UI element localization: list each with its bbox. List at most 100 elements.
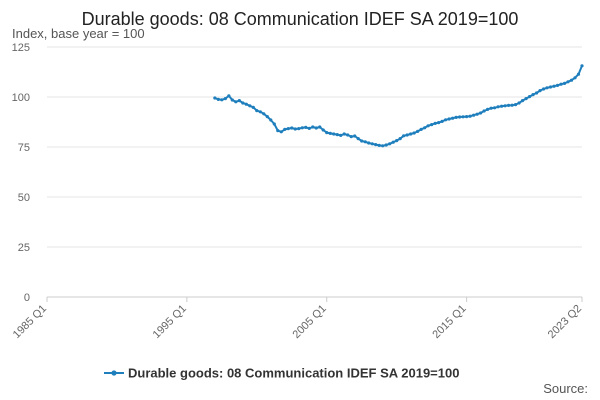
data-point[interactable]: [513, 103, 518, 107]
data-point[interactable]: [328, 131, 332, 135]
data-point[interactable]: [230, 98, 234, 102]
data-point[interactable]: [423, 126, 427, 130]
data-point[interactable]: [562, 81, 567, 85]
data-point[interactable]: [234, 100, 238, 104]
data-point[interactable]: [548, 85, 553, 89]
data-point[interactable]: [367, 141, 371, 145]
data-point[interactable]: [402, 134, 406, 138]
data-point[interactable]: [325, 131, 329, 135]
data-point[interactable]: [559, 82, 563, 86]
data-point[interactable]: [426, 124, 430, 128]
data-point[interactable]: [346, 133, 350, 137]
data-point[interactable]: [416, 129, 420, 133]
data-point[interactable]: [409, 132, 413, 136]
data-point[interactable]: [555, 83, 560, 87]
data-point[interactable]: [524, 97, 528, 101]
data-point[interactable]: [451, 116, 455, 120]
data-point[interactable]: [265, 115, 269, 119]
data-point[interactable]: [496, 105, 500, 109]
data-point[interactable]: [444, 118, 448, 122]
data-point[interactable]: [430, 123, 434, 127]
data-point[interactable]: [279, 130, 283, 134]
data-point[interactable]: [391, 140, 395, 144]
data-point[interactable]: [374, 143, 378, 147]
data-point[interactable]: [377, 143, 381, 147]
data-point[interactable]: [527, 95, 532, 99]
data-point[interactable]: [412, 131, 416, 135]
data-point[interactable]: [300, 126, 304, 130]
data-point[interactable]: [531, 93, 535, 97]
data-point[interactable]: [321, 128, 325, 132]
legend[interactable]: Durable goods: 08 Communication IDEF SA …: [104, 366, 459, 381]
data-point[interactable]: [360, 139, 364, 143]
data-point[interactable]: [276, 129, 280, 133]
data-point[interactable]: [255, 109, 259, 113]
data-point[interactable]: [213, 96, 217, 100]
data-point[interactable]: [223, 97, 227, 101]
data-point[interactable]: [576, 72, 581, 76]
data-point[interactable]: [353, 134, 357, 138]
data-point[interactable]: [339, 133, 343, 137]
data-point[interactable]: [447, 117, 451, 121]
data-point[interactable]: [398, 137, 402, 141]
data-point[interactable]: [468, 114, 472, 118]
data-point[interactable]: [485, 107, 490, 111]
data-point[interactable]: [566, 80, 570, 84]
data-point[interactable]: [381, 144, 385, 148]
data-point[interactable]: [569, 78, 574, 82]
data-point[interactable]: [356, 137, 360, 141]
data-point[interactable]: [251, 105, 255, 109]
data-point[interactable]: [384, 143, 388, 147]
data-point[interactable]: [472, 113, 476, 117]
data-point[interactable]: [370, 142, 374, 146]
data-point[interactable]: [510, 103, 514, 107]
data-point[interactable]: [552, 84, 556, 88]
data-point[interactable]: [395, 139, 399, 143]
data-point[interactable]: [478, 111, 483, 115]
data-point[interactable]: [499, 104, 504, 108]
data-point[interactable]: [461, 115, 465, 119]
data-point[interactable]: [534, 91, 539, 95]
data-point[interactable]: [545, 86, 549, 90]
data-point[interactable]: [244, 102, 248, 106]
data-point[interactable]: [332, 132, 336, 136]
data-point[interactable]: [541, 87, 546, 91]
data-point[interactable]: [342, 132, 346, 136]
data-point[interactable]: [405, 133, 409, 137]
data-point[interactable]: [419, 127, 423, 131]
data-point[interactable]: [216, 97, 220, 101]
data-point[interactable]: [237, 99, 241, 103]
data-point[interactable]: [454, 115, 458, 119]
data-point[interactable]: [311, 125, 315, 129]
data-point[interactable]: [290, 126, 294, 130]
data-point[interactable]: [248, 104, 252, 108]
data-point[interactable]: [458, 115, 462, 119]
data-point[interactable]: [241, 101, 245, 105]
data-point[interactable]: [538, 89, 542, 93]
data-point[interactable]: [573, 76, 577, 80]
data-point[interactable]: [503, 104, 507, 108]
data-point[interactable]: [283, 127, 287, 131]
data-point[interactable]: [475, 112, 479, 116]
data-point[interactable]: [314, 126, 318, 130]
data-point[interactable]: [506, 103, 511, 107]
data-point[interactable]: [517, 101, 521, 105]
data-point[interactable]: [269, 118, 273, 122]
data-point[interactable]: [220, 98, 224, 102]
data-point[interactable]: [482, 109, 486, 113]
data-point[interactable]: [297, 127, 301, 131]
data-point[interactable]: [520, 99, 525, 103]
data-point[interactable]: [437, 121, 441, 125]
data-point[interactable]: [262, 112, 266, 116]
data-point[interactable]: [433, 121, 437, 125]
data-point[interactable]: [492, 106, 497, 110]
data-point[interactable]: [388, 142, 392, 146]
data-point[interactable]: [227, 94, 231, 98]
data-point[interactable]: [465, 115, 469, 119]
data-point[interactable]: [293, 127, 297, 131]
data-point[interactable]: [363, 140, 367, 144]
data-point[interactable]: [580, 64, 584, 68]
data-point[interactable]: [258, 110, 262, 114]
data-point[interactable]: [286, 127, 290, 131]
data-point[interactable]: [318, 125, 322, 129]
